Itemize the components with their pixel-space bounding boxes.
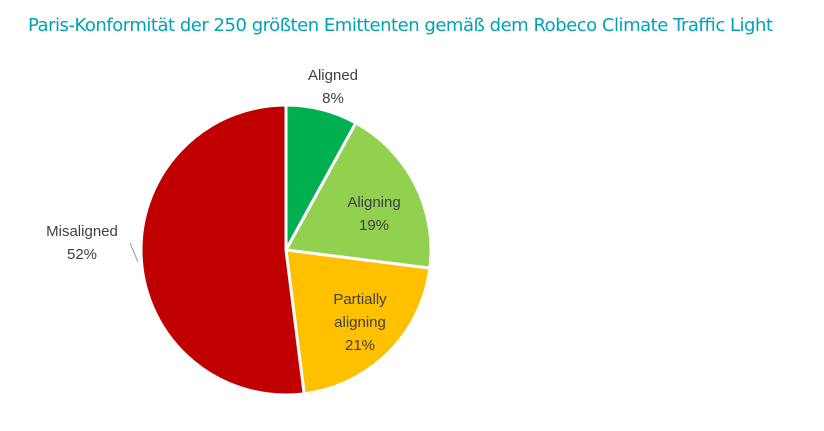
pie-slice: [139, 103, 306, 397]
slice-label: Partially aligning: [333, 291, 387, 331]
leader-line: [129, 242, 139, 263]
slice-label: Aligning: [347, 194, 400, 211]
slice-value-label: 52%: [67, 246, 97, 263]
slice-value-label: 21%: [345, 337, 375, 354]
chart-title: Paris-Konformität der 250 größten Emitte…: [28, 15, 773, 36]
pie-slice: [283, 120, 433, 270]
slice-label: Misaligned: [46, 223, 118, 240]
pie-slice: [284, 248, 432, 396]
slice-label: Aligned: [308, 67, 358, 84]
slice-value-label: 19%: [359, 217, 389, 234]
slice-value-label: 8%: [322, 90, 344, 107]
